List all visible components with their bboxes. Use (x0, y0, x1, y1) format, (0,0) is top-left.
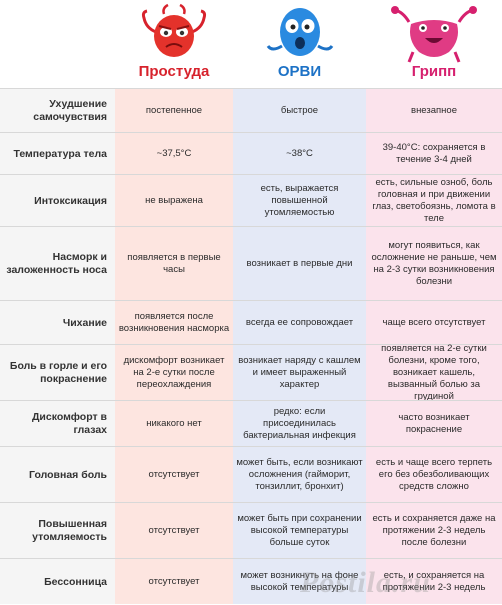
cell-gripp: 39-40°C: сохраняется в течение 3-4 дней (382, 142, 486, 165)
row-label: Температура тела (13, 147, 107, 160)
cell-prostuda: ~37,5°C (156, 148, 192, 159)
cell-orvi: быстрое (280, 105, 319, 116)
header-prostuda-title: Простуда (138, 63, 210, 80)
row-label: Головная боль (29, 468, 107, 481)
header-gripp: Грипп (366, 0, 502, 88)
row-label: Дискомфорт в глазах (31, 411, 107, 436)
cell-prostuda: появляется в первые часы (127, 252, 221, 275)
table-row: Боль в горле и его покраснение дискомфор… (0, 343, 502, 402)
cell-prostuda: не выражена (145, 195, 203, 206)
table-row: Дискомфорт в глазах никакого нет редко: … (0, 400, 502, 447)
cell-orvi: возникает наряду с кашлем и имеет выраже… (238, 355, 361, 390)
cell-gripp: чаще всего отсутствует (382, 317, 486, 328)
table-row: Насморк и заложенность носа появляется в… (0, 226, 502, 301)
table-header: Простуда ОРВИ (0, 0, 502, 88)
row-label: Чихание (62, 316, 107, 329)
cell-orvi: может возникнуть на фоне высокой темпера… (240, 570, 359, 593)
cell-prostuda: постепенное (145, 105, 203, 116)
row-label: Ухудшение самочувствия (33, 98, 107, 123)
cell-orvi: есть, выражается повышенной утомляемость… (260, 183, 339, 218)
table-row: Чихание появляется после возникновения н… (0, 300, 502, 345)
header-orvi: ОРВИ (233, 0, 366, 88)
cell-gripp: есть, сильные озноб, боль головная и при… (372, 177, 496, 224)
cell-orvi: редко: если присоединилась бактериальная… (243, 406, 356, 441)
blue-monster-icon (266, 8, 333, 56)
cell-prostuda: отсутствует (148, 576, 200, 587)
cell-gripp: есть, и сохраняется на протяжении 2-3 не… (382, 570, 486, 593)
cell-gripp: есть и сохраняется даже на протяжении 2-… (372, 513, 496, 548)
cell-gripp: внезапное (411, 105, 457, 116)
row-label: Повышенная утомляемость (32, 518, 107, 543)
cell-orvi: возникает в первые дни (246, 258, 353, 269)
row-label: Бессонница (44, 575, 107, 588)
cell-gripp: часто возникает покраснение (398, 412, 470, 435)
header-orvi-title: ОРВИ (277, 63, 322, 80)
row-label: Интоксикация (34, 194, 107, 207)
table-row: Повышенная утомляемость отсутствует може… (0, 502, 502, 559)
header-gripp-title: Грипп (411, 63, 457, 80)
cell-orvi: может быть при сохранении высокой темпер… (237, 513, 362, 548)
cell-gripp: появляется на 2-е сутки болезни, кроме т… (381, 343, 487, 402)
row-label: Боль в горле и его покраснение (9, 360, 107, 385)
table-row: Температура тела ~37,5°C ~38°C 39-40°C: … (0, 132, 502, 175)
cell-prostuda: никакого нет (146, 418, 202, 429)
red-monster-icon (141, 3, 207, 57)
cell-prostuda: появляется после возникновения насморка (118, 311, 230, 334)
cell-orvi: ~38°C (286, 148, 313, 159)
cell-orvi: всегда ее сопровождает (245, 317, 354, 328)
table-row: Головная боль отсутствует может быть, ес… (0, 446, 502, 503)
table-row: Бессонница отсутствует может возникнуть … (0, 558, 502, 605)
header-prostuda: Простуда (115, 0, 233, 88)
table-row: Интоксикация не выражена есть, выражаетс… (0, 174, 502, 227)
cell-prostuda: отсутствует (148, 525, 200, 536)
cell-gripp: есть и чаще всего терпеть его без обезбо… (375, 457, 493, 492)
cell-gripp: могут появиться, как осложнение не раньш… (371, 240, 497, 287)
pink-monster-icon (391, 6, 477, 63)
table-row: Ухудшение самочувствия постепенное быстр… (0, 88, 502, 133)
watermark: Postila.ru (300, 566, 431, 599)
cell-orvi: может быть, если возникают осложнения (г… (236, 457, 363, 492)
cell-prostuda: отсутствует (148, 469, 200, 480)
row-label: Насморк и заложенность носа (6, 251, 107, 276)
cell-prostuda: дискомфорт возникает на 2-е сутки после … (123, 355, 225, 390)
